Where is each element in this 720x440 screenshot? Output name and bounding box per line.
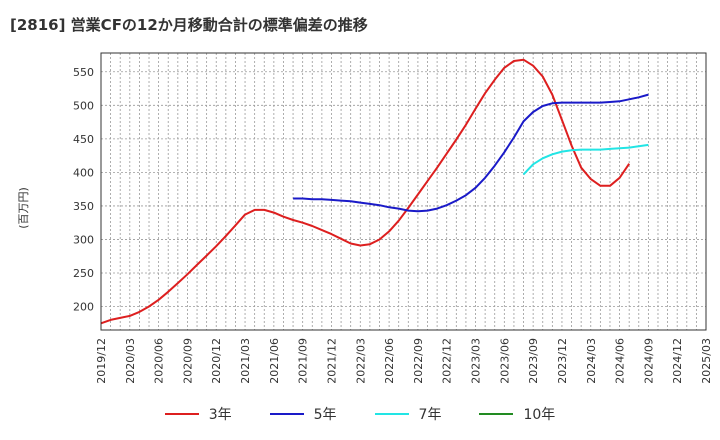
legend-swatch [374, 413, 409, 415]
axis-ticks: 200 250 300 350 400 450 500 550 2019/12 2020/03 20… [73, 66, 713, 384]
x-tick-label: 2025/03 [700, 338, 713, 384]
x-tick-label: 2020/06 [153, 338, 166, 384]
y-tick-label: 550 [73, 66, 94, 79]
x-tick-label: 2021/06 [268, 338, 281, 384]
x-tick-label: 2024/12 [671, 338, 684, 384]
legend: 3年 5年 7年 10年 [0, 404, 720, 424]
legend-label: 7年 [418, 407, 442, 423]
x-tick-label: 2021/12 [325, 338, 338, 384]
x-tick-label: 2024/06 [614, 338, 627, 384]
legend-swatch [479, 413, 514, 415]
y-tick-label: 300 [73, 233, 94, 246]
x-tick-label: 2023/12 [556, 338, 569, 384]
legend-item: 5年 [269, 404, 337, 424]
series-line [522, 143, 649, 176]
y-tick-label: 350 [73, 200, 94, 213]
x-tick-label: 2021/03 [239, 338, 252, 384]
chart-title: [2816] 営業CFの12か月移動合計の標準偏差の推移 [10, 16, 368, 34]
x-tick-label: 2020/12 [210, 338, 223, 384]
y-tick-label: 450 [73, 133, 94, 146]
legend-label: 5年 [313, 407, 337, 423]
y-tick-label: 400 [73, 166, 94, 179]
series-lines [100, 58, 649, 325]
grid-lines [101, 53, 706, 330]
y-tick-label: 250 [73, 267, 94, 280]
y-tick-label: 500 [73, 99, 94, 112]
x-tick-label: 2022/03 [354, 338, 367, 384]
y-tick-label: 200 [73, 301, 94, 314]
x-tick-label: 2024/09 [642, 338, 655, 384]
plot-frame [100, 52, 707, 331]
x-tick-label: 2020/03 [124, 338, 137, 384]
x-tick-label: 2024/03 [585, 338, 598, 384]
series-line [100, 58, 631, 325]
x-tick-label: 2023/09 [527, 338, 540, 384]
series-line [293, 93, 649, 213]
legend-swatch [164, 413, 199, 415]
x-tick-label: 2022/06 [383, 338, 396, 384]
x-tick-label: 2023/03 [470, 338, 483, 384]
x-tick-label: 2021/09 [297, 338, 310, 384]
x-tick-label: 2022/12 [441, 338, 454, 384]
x-tick-label: 2020/09 [181, 338, 194, 384]
legend-item: 7年 [374, 404, 442, 424]
legend-item: 3年 [164, 404, 232, 424]
legend-item: 10年 [479, 404, 555, 424]
x-tick-label: 2019/12 [95, 338, 108, 384]
legend-label: 10年 [523, 407, 556, 423]
legend-label: 3年 [208, 407, 232, 423]
x-tick-label: 2022/09 [412, 338, 425, 384]
x-tick-label: 2023/06 [498, 338, 511, 384]
legend-swatch [269, 413, 304, 415]
